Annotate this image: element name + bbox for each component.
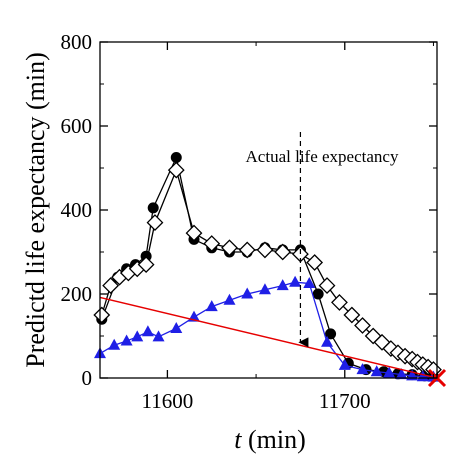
series-2-point <box>303 277 316 288</box>
series-2-point <box>321 335 334 347</box>
series-2-point <box>370 365 383 377</box>
y-tick-label: 400 <box>61 198 93 222</box>
x-axis-label-variable: t <box>234 425 242 454</box>
series-2-point <box>141 325 154 337</box>
series-2-point <box>205 300 218 312</box>
series-1-point <box>238 241 256 259</box>
series-2-point <box>258 283 271 295</box>
series-2-point <box>120 334 133 346</box>
series-0-point <box>170 152 182 163</box>
series-2-point <box>241 287 254 299</box>
series-1-point <box>306 254 324 271</box>
plot-area: Actual life expectancy <box>93 132 447 388</box>
series-1-point <box>203 235 221 253</box>
series-2-point <box>383 366 396 378</box>
y-tick-label: 200 <box>61 282 93 306</box>
series-2-point <box>338 358 351 370</box>
series-2-point <box>152 330 165 342</box>
series-1-point <box>93 306 111 324</box>
series-0-point <box>312 288 324 300</box>
x-tick-label: 11700 <box>319 389 371 413</box>
y-tick-label: 800 <box>61 30 93 54</box>
series-1-point <box>221 239 238 257</box>
series-1-point <box>137 256 155 274</box>
series-1-point <box>256 241 274 259</box>
series-1-point <box>185 224 203 242</box>
y-axis-label: Predictd life expectancy (min) <box>21 52 50 367</box>
series-2-point <box>395 368 408 380</box>
series-2-point <box>223 293 236 305</box>
y-tick-label: 0 <box>82 366 93 390</box>
series-3-line <box>99 296 438 379</box>
series-1-point <box>167 161 185 179</box>
series-1-point <box>146 214 164 232</box>
series-2-point <box>108 338 121 350</box>
series-1-point <box>274 243 292 261</box>
series-2-point <box>131 330 144 342</box>
x-tick-label: 11600 <box>142 389 194 413</box>
series-1-point <box>102 277 120 295</box>
series-0-point <box>325 328 337 340</box>
annotation-label: Actual life expectancy <box>246 147 399 166</box>
series-2-point <box>170 321 183 333</box>
series-1-point <box>354 317 371 334</box>
series-2-point <box>289 275 302 287</box>
axes: 0 200 400 600 800 11600 11700 <box>61 30 437 413</box>
x-axis-label-unit: (min) <box>241 425 305 454</box>
series-1-point <box>318 277 336 295</box>
series-1-point <box>343 306 361 324</box>
series-2-point <box>276 279 289 291</box>
series-0-point <box>147 202 159 214</box>
y-tick-label: 600 <box>61 114 93 138</box>
x-axis-label: t (min) <box>234 425 306 454</box>
series-1-point <box>331 293 348 311</box>
series-2-point <box>356 363 369 375</box>
